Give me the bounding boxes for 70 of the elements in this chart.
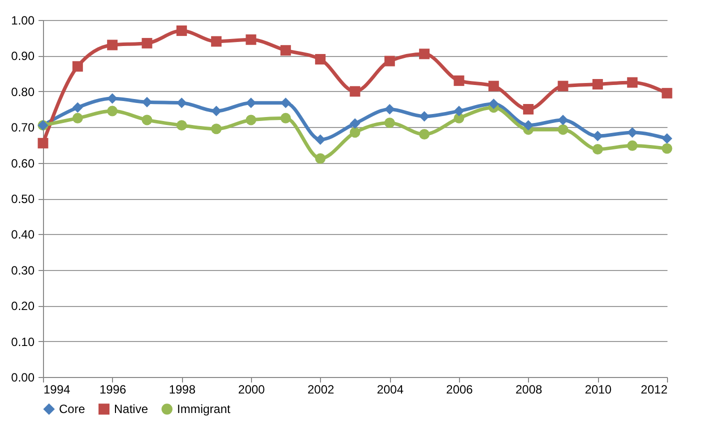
point	[142, 38, 152, 48]
x-tick-label: 2010	[584, 382, 612, 396]
point	[592, 130, 603, 142]
y-tick-label: 0.70	[11, 120, 35, 135]
point	[419, 129, 430, 140]
y-tick-label: 1.00	[11, 14, 35, 28]
point	[488, 80, 499, 92]
y-tick-label: 0.20	[11, 299, 35, 314]
y-tick-label: 0.00	[11, 370, 35, 384]
point	[176, 25, 187, 36]
point	[592, 79, 603, 90]
x-tick-label: 2002	[307, 382, 335, 396]
point	[558, 80, 568, 92]
x-tick-label: 1994	[44, 382, 71, 396]
x-tick-label: 2012	[640, 382, 668, 396]
y-tick-label: 0.30	[11, 263, 35, 278]
point	[419, 48, 430, 60]
point	[280, 112, 291, 124]
point	[142, 114, 152, 126]
point	[246, 34, 256, 45]
point	[107, 40, 118, 50]
y-tick-label: 0.10	[11, 334, 35, 349]
point	[592, 144, 603, 154]
legend-label: Immigrant	[177, 402, 232, 416]
x-tick-label: 1998	[168, 382, 196, 396]
point	[107, 106, 118, 116]
point	[627, 77, 638, 88]
point	[488, 98, 499, 110]
point	[246, 114, 256, 126]
point	[627, 140, 638, 151]
point	[454, 75, 464, 86]
point	[384, 56, 395, 66]
x-tick-label: 2000	[238, 382, 266, 396]
point	[72, 112, 83, 124]
x-tick-label: 2004	[376, 382, 404, 396]
point	[315, 134, 326, 145]
point	[38, 138, 48, 148]
point	[350, 127, 360, 138]
point	[350, 118, 360, 129]
point	[384, 118, 395, 128]
point	[523, 104, 534, 114]
x-tick-label: 2006	[446, 382, 474, 396]
point	[315, 153, 326, 164]
x-tick-label: 2008	[515, 382, 543, 396]
point	[72, 61, 83, 72]
point	[211, 36, 222, 47]
point	[246, 98, 256, 108]
point	[142, 96, 152, 108]
x-tick-label: 1996	[99, 382, 127, 396]
y-tick-label: 0.50	[11, 192, 35, 206]
point	[662, 88, 672, 98]
legend-label: Native	[114, 402, 148, 416]
point	[523, 120, 534, 131]
point	[280, 45, 291, 56]
point	[662, 133, 672, 144]
point	[558, 124, 568, 135]
y-tick-label: 0.40	[11, 228, 35, 242]
y-tick-label: 0.60	[11, 156, 35, 170]
y-tick-label: 0.80	[11, 84, 35, 99]
legend-label: Core	[59, 402, 86, 416]
y-tick-label: 0.90	[11, 49, 35, 64]
point	[350, 86, 360, 97]
point	[558, 114, 568, 126]
point	[662, 143, 672, 154]
point	[72, 102, 83, 113]
point	[315, 54, 326, 65]
point	[384, 104, 395, 114]
point	[211, 124, 222, 134]
point	[454, 106, 464, 116]
point	[176, 120, 187, 131]
